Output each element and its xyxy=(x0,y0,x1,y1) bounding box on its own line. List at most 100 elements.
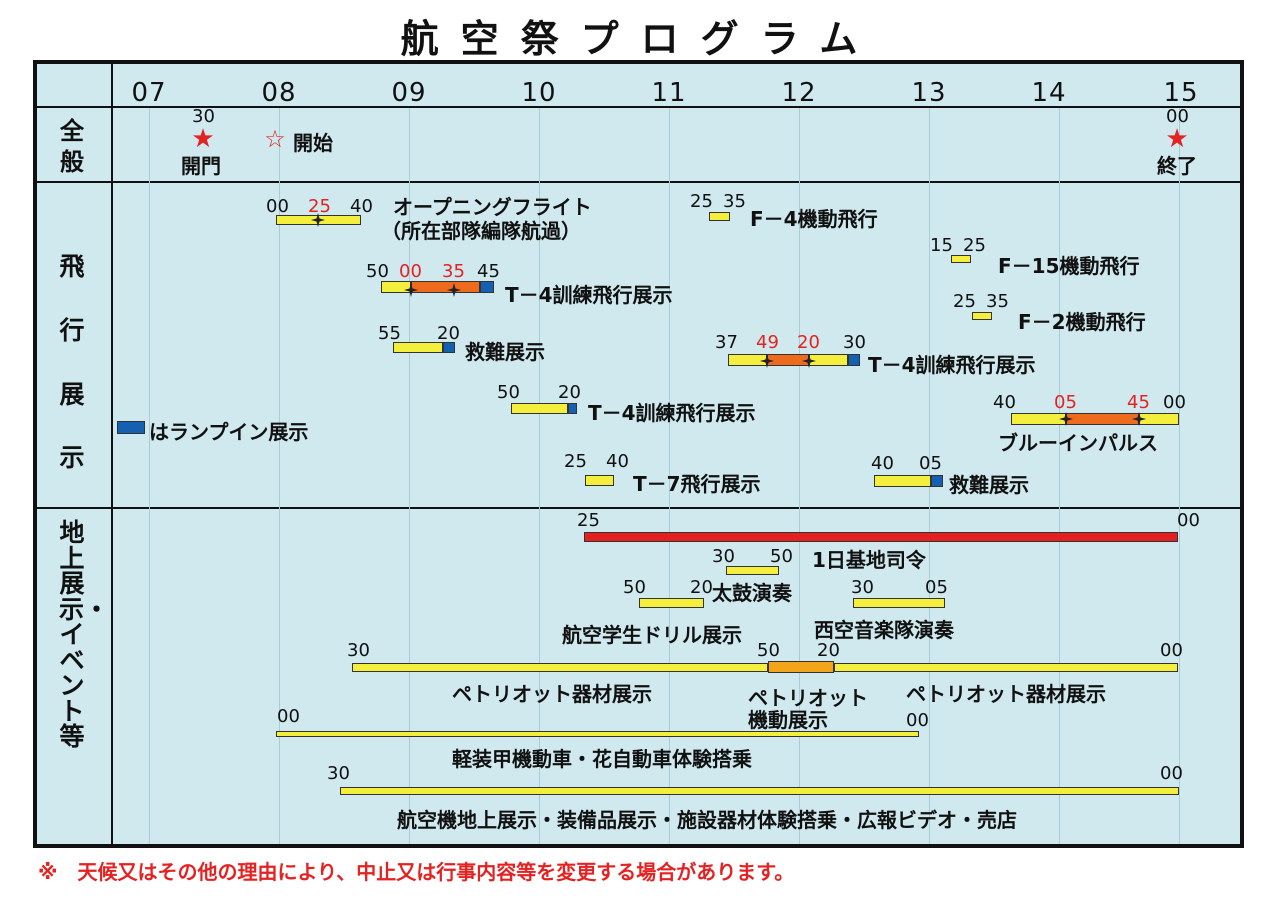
blue-label: ブルーインパルス xyxy=(998,431,1158,455)
t4c-start: 37 xyxy=(715,332,738,353)
f2-bar xyxy=(972,312,992,320)
f2-start: 25 xyxy=(953,291,976,312)
opening-marker-icon xyxy=(311,213,325,227)
rescue2-end: 05 xyxy=(919,453,942,474)
band-end: 05 xyxy=(925,577,948,598)
hour-label-11: 11 xyxy=(651,78,687,108)
opening-end: 40 xyxy=(350,196,373,217)
taiko-label: 太鼓演奏 xyxy=(712,581,792,605)
t4c-mid1: 49 xyxy=(756,332,779,353)
t4c-marker-icon-2 xyxy=(802,354,816,368)
f2-label: F－2機動飛行 xyxy=(1018,310,1146,334)
aircraft-end: 00 xyxy=(1160,763,1183,784)
t4a-marker-icon-2 xyxy=(447,283,461,297)
taiko-end: 20 xyxy=(690,577,713,598)
hour-label-09: 09 xyxy=(391,78,427,108)
open-label: 開門 xyxy=(181,154,221,178)
t4b-bar-post xyxy=(568,403,577,414)
blue-bar-main xyxy=(1066,413,1139,425)
redbar xyxy=(584,532,1178,542)
section-flight: 飛行展示 xyxy=(42,235,102,490)
patriot-bar-left xyxy=(352,663,768,672)
band-label: 西空音楽隊演奏 xyxy=(814,618,954,642)
t4a-bar-post xyxy=(480,281,494,293)
ramp-in-label: はランプイン展示 xyxy=(149,420,309,444)
t4c-marker-icon-1 xyxy=(760,354,774,368)
f15-end: 25 xyxy=(963,235,986,256)
f4-end: 35 xyxy=(723,191,746,212)
section-general-label: 全般 xyxy=(60,117,84,177)
blue-end: 00 xyxy=(1163,392,1186,413)
section-ground: 地上展示・イベント等 xyxy=(42,520,109,750)
patriot-end: 00 xyxy=(1160,640,1183,661)
patriot-left-label: ペトリオット器材展示 xyxy=(452,682,652,706)
t7-end: 40 xyxy=(606,451,629,472)
vehicle-start: 00 xyxy=(277,706,300,727)
rescue1-end: 20 xyxy=(437,323,460,344)
f4-bar xyxy=(709,212,730,221)
f15-bar xyxy=(951,255,971,263)
f2-end: 35 xyxy=(986,291,1009,312)
opening-sublabel: （所在部隊編隊航過） xyxy=(381,219,581,243)
f4-start: 25 xyxy=(690,191,713,212)
commander-start: 30 xyxy=(712,546,735,567)
t4b-end: 20 xyxy=(558,382,581,403)
t4a-mid2: 35 xyxy=(442,261,465,282)
rescue1-label: 救難展示 xyxy=(465,340,545,364)
page-title: 航空祭プログラム xyxy=(400,17,880,61)
rescue2-label: 救難展示 xyxy=(949,473,1029,497)
t7-label: T－7飛行展示 xyxy=(633,472,761,496)
t4a-start: 50 xyxy=(366,261,389,282)
commander-label: 1日基地司令 xyxy=(812,548,926,572)
t4b-start: 50 xyxy=(497,382,520,403)
f4-label: F－4機動飛行 xyxy=(750,207,878,231)
patriot-mid1: 50 xyxy=(757,640,780,661)
f15-label: F－15機動飛行 xyxy=(998,254,1140,278)
hour-label-13: 13 xyxy=(911,78,947,108)
section-general: 全般 xyxy=(42,116,102,178)
rescue1-bar xyxy=(393,342,443,353)
opening-start: 00 xyxy=(266,196,289,217)
t4a-end: 45 xyxy=(477,261,500,282)
hour-label-07: 07 xyxy=(131,78,167,108)
t7-bar xyxy=(585,475,614,486)
blue-marker-icon-1 xyxy=(1059,412,1073,426)
open-star-icon: ★ xyxy=(191,124,215,154)
hour-label-08: 08 xyxy=(261,78,297,108)
t4c-mid2: 20 xyxy=(797,332,820,353)
drill-label: 航空学生ドリル展示 xyxy=(562,623,742,647)
t4a-bar-main xyxy=(411,281,480,293)
commander-bar xyxy=(726,566,779,575)
t4b-bar xyxy=(511,403,568,414)
hour-label-14: 14 xyxy=(1031,78,1067,108)
t4c-label: T－4訓練飛行展示 xyxy=(868,353,1036,377)
rescue1-bar-post xyxy=(443,342,455,353)
patriot-right-label: ペトリオット器材展示 xyxy=(906,682,1106,706)
t4b-label: T－4訓練飛行展示 xyxy=(588,401,756,425)
aircraft-bar xyxy=(340,787,1179,795)
blue-bar-pre xyxy=(1011,413,1066,425)
t4c-bar-post xyxy=(848,354,860,366)
aircraft-label: 航空機地上展示・装備品展示・施設器材体験搭乗・広報ビデオ・売店 xyxy=(397,808,1017,832)
patriot-mid2: 20 xyxy=(817,640,840,661)
rescue2-bar xyxy=(874,475,931,487)
blue-marker-icon-2 xyxy=(1132,412,1146,426)
vehicle-label: 軽装甲機動車・花自動車体験搭乗 xyxy=(452,747,752,771)
hour-label-10: 10 xyxy=(521,78,557,108)
blue-start: 40 xyxy=(993,392,1016,413)
t4a-marker-icon-1 xyxy=(404,283,418,297)
vehicle-end: 00 xyxy=(906,710,929,731)
ramp-in-legend-bar xyxy=(117,421,145,434)
taiko-bar xyxy=(639,598,704,608)
opening-label: オープニングフライト xyxy=(393,195,592,219)
t4a-label: T－4訓練飛行展示 xyxy=(505,283,673,307)
band-start: 30 xyxy=(851,577,874,598)
schedule-chart: 07 08 09 10 11 12 13 14 15 xyxy=(33,60,1244,848)
rescue2-start: 40 xyxy=(871,453,894,474)
start-label: 開始 xyxy=(293,131,333,155)
redbar-start: 25 xyxy=(577,510,600,531)
commander-end: 50 xyxy=(770,546,793,567)
end-star-icon: ★ xyxy=(1165,124,1189,154)
patriot-start: 30 xyxy=(347,640,370,661)
open-minute: 30 xyxy=(192,106,215,127)
